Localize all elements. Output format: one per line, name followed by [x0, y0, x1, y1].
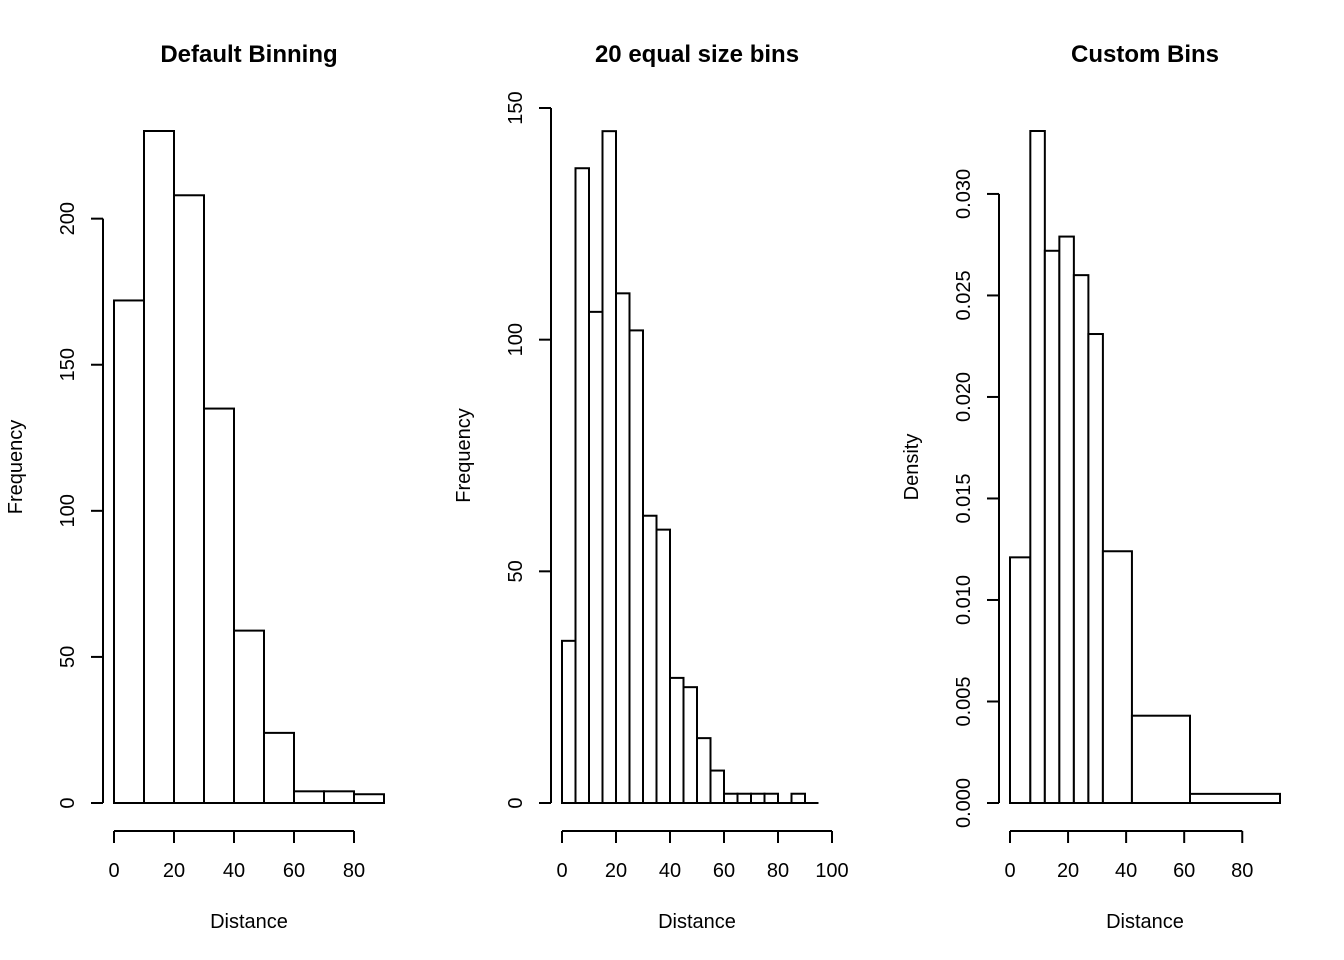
histogram-bar	[173, 194, 205, 804]
histogram-bar	[233, 629, 265, 804]
histogram-bar	[1130, 714, 1191, 805]
x-tick-label: 20	[605, 860, 627, 882]
y-tick-label: 100	[57, 494, 79, 527]
x-tick-label: 0	[108, 860, 119, 882]
y-tick-label: 150	[505, 91, 527, 124]
x-tick-label: 60	[713, 860, 735, 882]
x-axis-label: Distance	[210, 911, 288, 933]
y-tick-label: 200	[57, 202, 79, 235]
x-axis-label: Distance	[658, 911, 736, 933]
histogram-bar	[113, 299, 145, 804]
y-tick-label: 0.020	[953, 372, 975, 422]
histogram-bar	[696, 737, 712, 805]
x-axis-label: Distance	[1106, 911, 1184, 933]
x-tick-label: 80	[767, 860, 789, 882]
histogram-bar	[790, 792, 806, 805]
chart-title: 20 equal size bins	[595, 41, 799, 68]
x-tick-label: 0	[1004, 860, 1015, 882]
y-tick-label: 0.010	[953, 575, 975, 625]
x-tick-label: 40	[223, 860, 245, 882]
y-tick-label: 0.015	[953, 473, 975, 523]
histogram-bar	[642, 514, 658, 804]
y-axis-label: Frequency	[5, 420, 27, 515]
x-tick-label: 100	[815, 860, 848, 882]
histogram-bar	[1189, 792, 1281, 805]
histogram-bar	[1043, 249, 1061, 804]
histogram-bar	[750, 792, 766, 805]
y-tick-label: 50	[505, 560, 527, 582]
y-axis-label: Density	[901, 434, 923, 501]
histogram-bar	[1072, 274, 1090, 804]
histogram-bar	[588, 310, 604, 804]
histogram-bar	[723, 792, 739, 805]
x-tick-label: 60	[283, 860, 305, 882]
histogram-bar	[655, 528, 671, 805]
histogram-bar	[143, 130, 175, 804]
x-tick-label: 80	[343, 860, 365, 882]
chart-title: Custom Bins	[1071, 41, 1219, 68]
histogram-bar	[669, 676, 685, 805]
histogram-bar	[353, 793, 385, 805]
x-tick-label: 80	[1231, 860, 1253, 882]
histogram-bar	[601, 130, 617, 804]
histogram-bar	[574, 167, 590, 804]
x-tick-label: 0	[556, 860, 567, 882]
y-axis-label: Frequency	[453, 408, 475, 503]
x-tick-label: 40	[1115, 860, 1137, 882]
y-tick-label: 0.025	[953, 270, 975, 320]
histogram-bar	[736, 792, 752, 805]
x-tick-label: 20	[163, 860, 185, 882]
histogram-bar	[709, 769, 725, 804]
histogram-bar	[628, 329, 644, 804]
histogram-bar	[263, 731, 295, 804]
y-tick-label: 100	[505, 323, 527, 356]
y-tick-label: 150	[57, 348, 79, 381]
histogram-bar	[1058, 235, 1075, 805]
histogram-bar	[323, 790, 355, 805]
x-tick-label: 20	[1057, 860, 1079, 882]
y-tick-label: 0.000	[953, 778, 975, 828]
y-tick-label: 0.005	[953, 676, 975, 726]
histogram-bar	[203, 407, 235, 804]
x-tick-label: 40	[659, 860, 681, 882]
histogram-bar	[1087, 333, 1104, 804]
histogram-bar	[1029, 130, 1046, 804]
chart-title: Default Binning	[160, 41, 337, 68]
histogram-bar	[763, 792, 779, 805]
histogram-bar	[1009, 556, 1032, 805]
histogram-bar	[1101, 550, 1133, 805]
histogram-bar	[615, 292, 631, 804]
y-tick-label: 0	[57, 797, 79, 808]
y-tick-label: 0.030	[953, 169, 975, 219]
x-tick-label: 60	[1173, 860, 1195, 882]
histogram-bar	[293, 790, 325, 805]
histogram-bar	[682, 686, 698, 805]
histogram-bar	[561, 639, 577, 804]
y-tick-label: 50	[57, 646, 79, 668]
y-tick-label: 0	[505, 797, 527, 808]
